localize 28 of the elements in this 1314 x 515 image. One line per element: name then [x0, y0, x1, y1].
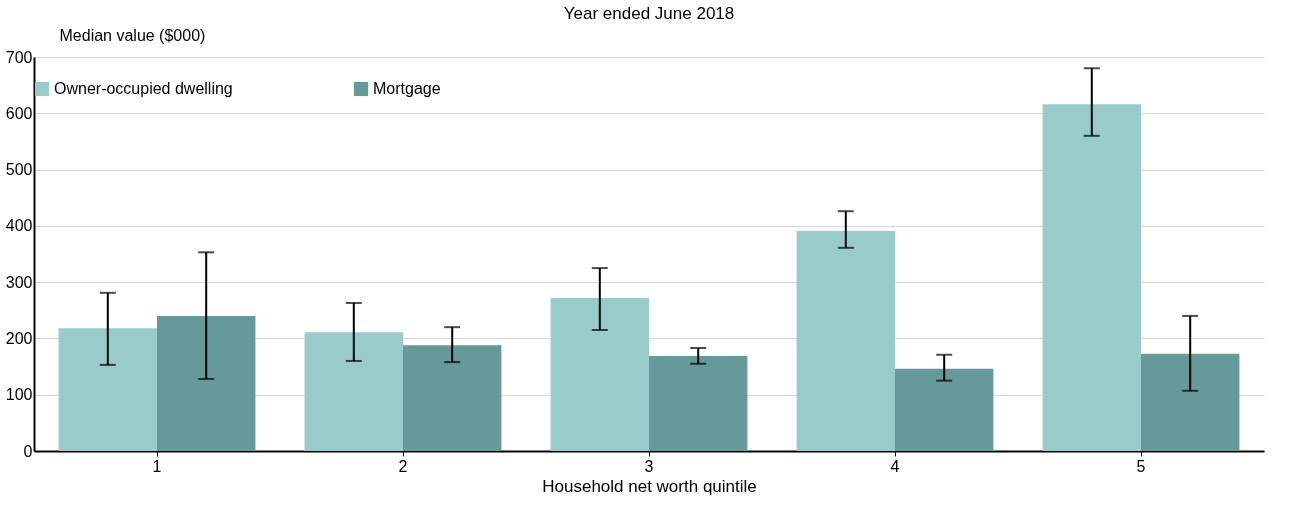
bar [1141, 353, 1240, 451]
y-tick-label: 300 [5, 273, 33, 291]
y-tick-label: 600 [5, 104, 33, 122]
bar [304, 332, 403, 451]
x-tick-label: 1 [152, 457, 162, 475]
y-axis-title: Median value ($000) [59, 26, 206, 44]
bar [550, 297, 649, 451]
bar [649, 355, 748, 451]
bar [796, 230, 895, 451]
legend-label: Mortgage [373, 80, 441, 97]
bar [403, 345, 502, 451]
x-tick-label: 4 [890, 457, 900, 475]
bar [157, 315, 256, 451]
y-tick-label: 700 [5, 48, 33, 66]
x-tick-label: 2 [398, 457, 408, 475]
y-tick-label: 400 [5, 217, 33, 235]
x-tick-label: 3 [644, 457, 654, 475]
y-tick-label: 500 [5, 161, 33, 179]
bar [1042, 104, 1141, 451]
x-axis-title: Household net worth quintile [542, 476, 757, 496]
y-tick-label: 200 [5, 329, 33, 347]
x-tick-label: 5 [1136, 457, 1146, 475]
y-tick-label: 0 [23, 442, 33, 460]
legend-label: Owner-occupied dwelling [54, 80, 233, 97]
bar [58, 328, 157, 451]
bar [895, 368, 994, 451]
y-tick-label: 100 [5, 386, 33, 404]
chart-title: Year ended June 2018 [563, 4, 735, 23]
